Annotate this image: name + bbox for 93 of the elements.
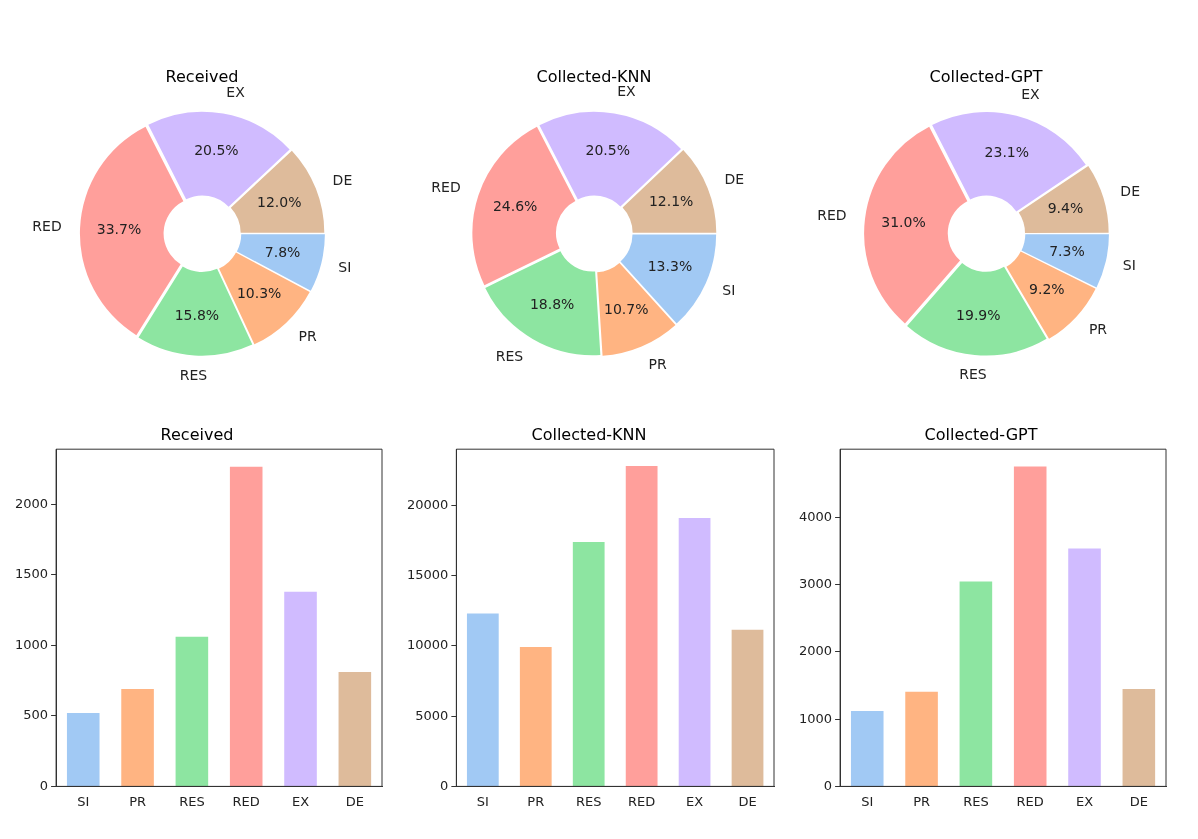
x-tick-label: RES (963, 793, 989, 809)
data-label: 9.4% (1047, 200, 1084, 217)
y-tick-label: 2000 (798, 643, 833, 659)
y-tick-label: 4000 (798, 508, 833, 524)
slice-label: RED (817, 206, 847, 223)
y-tick-label: 5000 (415, 707, 449, 723)
x-tick-label: DE (1129, 793, 1148, 809)
chart-title: Received (160, 424, 234, 444)
bar (731, 629, 764, 786)
y-tick-label: 15000 (407, 567, 449, 583)
bar (66, 713, 100, 786)
bar (572, 541, 605, 786)
data-label: 12.0% (257, 193, 302, 210)
data-label: 18.8% (529, 296, 575, 313)
slice-label: RED (431, 179, 461, 196)
bar (284, 591, 317, 786)
chart-title: Collected-KNN (536, 66, 652, 86)
bar (959, 581, 993, 786)
data-label: 15.8% (174, 307, 220, 324)
bar (519, 646, 552, 786)
data-label: 33.7% (96, 220, 142, 237)
chart-title: Collected-GPT (924, 424, 1038, 444)
x-tick-label: SI (476, 793, 489, 809)
y-tick-label: 0 (39, 777, 49, 793)
x-tick-label: RED (232, 793, 260, 809)
x-tick-label: PR (129, 793, 146, 809)
slice-label: RES (495, 347, 524, 364)
slice-label: DE (724, 171, 745, 188)
chart-title: Collected-KNN (531, 424, 647, 444)
y-tick-label: 3000 (798, 576, 833, 592)
bar (229, 466, 263, 786)
y-tick-label: 1500 (14, 566, 49, 582)
y-tick-label: 1000 (14, 636, 49, 652)
x-tick-label: DE (345, 793, 364, 809)
data-label: 20.5% (585, 142, 631, 159)
data-label: 31.0% (881, 214, 926, 231)
slice-label: RES (179, 366, 208, 383)
y-tick-label: 0 (823, 777, 833, 793)
x-tick-label: DE (738, 793, 757, 809)
x-tick-label: SI (77, 793, 90, 809)
y-tick-label: 10000 (407, 637, 449, 653)
x-tick-label: PR (913, 793, 930, 809)
x-tick-label: RED (1016, 793, 1044, 809)
slice-label: SI (338, 258, 352, 275)
x-tick-label: SI (861, 793, 874, 809)
bar (175, 636, 209, 786)
bar (625, 466, 658, 786)
chart-title: Received (165, 66, 239, 86)
x-tick-label: RES (179, 793, 205, 809)
slice-label: DE (1120, 182, 1140, 199)
y-tick-label: 500 (23, 707, 49, 723)
y-tick-label: 20000 (407, 496, 449, 512)
data-label: 23.1% (984, 143, 1030, 160)
x-tick-label: RED (628, 793, 656, 809)
data-label: 7.3% (1049, 243, 1085, 260)
data-label: 10.7% (604, 300, 649, 317)
chart-title: Collected-GPT (929, 66, 1043, 86)
data-label: 13.3% (647, 257, 693, 274)
data-label: 19.9% (956, 306, 1001, 323)
bar (338, 672, 372, 786)
bar (121, 689, 154, 786)
data-label: 12.1% (648, 193, 694, 210)
data-label: 20.5% (194, 142, 239, 159)
slice-label: EX (1021, 85, 1041, 102)
x-tick-label: RES (575, 793, 602, 809)
y-tick-label: 1000 (798, 710, 833, 726)
x-tick-label: EX (291, 793, 310, 809)
x-tick-label: EX (686, 793, 704, 809)
bar (1013, 466, 1047, 786)
bar (466, 613, 499, 786)
bar (1122, 688, 1156, 786)
slice-label: PR (1088, 321, 1108, 338)
slice-label: RED (32, 217, 62, 234)
bar (850, 711, 884, 786)
data-label: 10.3% (236, 284, 282, 301)
bar (905, 691, 938, 786)
x-tick-label: EX (1075, 793, 1094, 809)
bar (1068, 548, 1101, 786)
slice-label: EX (617, 83, 637, 100)
slice-label: PR (648, 355, 667, 372)
data-label: 7.8% (264, 244, 301, 261)
slice-label: SI (1122, 256, 1136, 273)
data-label: 24.6% (492, 198, 538, 215)
x-tick-label: PR (527, 793, 545, 809)
bar (678, 518, 711, 786)
slice-label: DE (332, 171, 353, 188)
slice-label: SI (722, 282, 736, 299)
slice-label: EX (226, 83, 246, 100)
y-tick-label: 0 (440, 777, 449, 793)
y-tick-label: 2000 (14, 495, 49, 511)
data-label: 9.2% (1029, 280, 1065, 297)
slice-label: PR (298, 327, 317, 344)
slice-label: RES (959, 366, 987, 383)
